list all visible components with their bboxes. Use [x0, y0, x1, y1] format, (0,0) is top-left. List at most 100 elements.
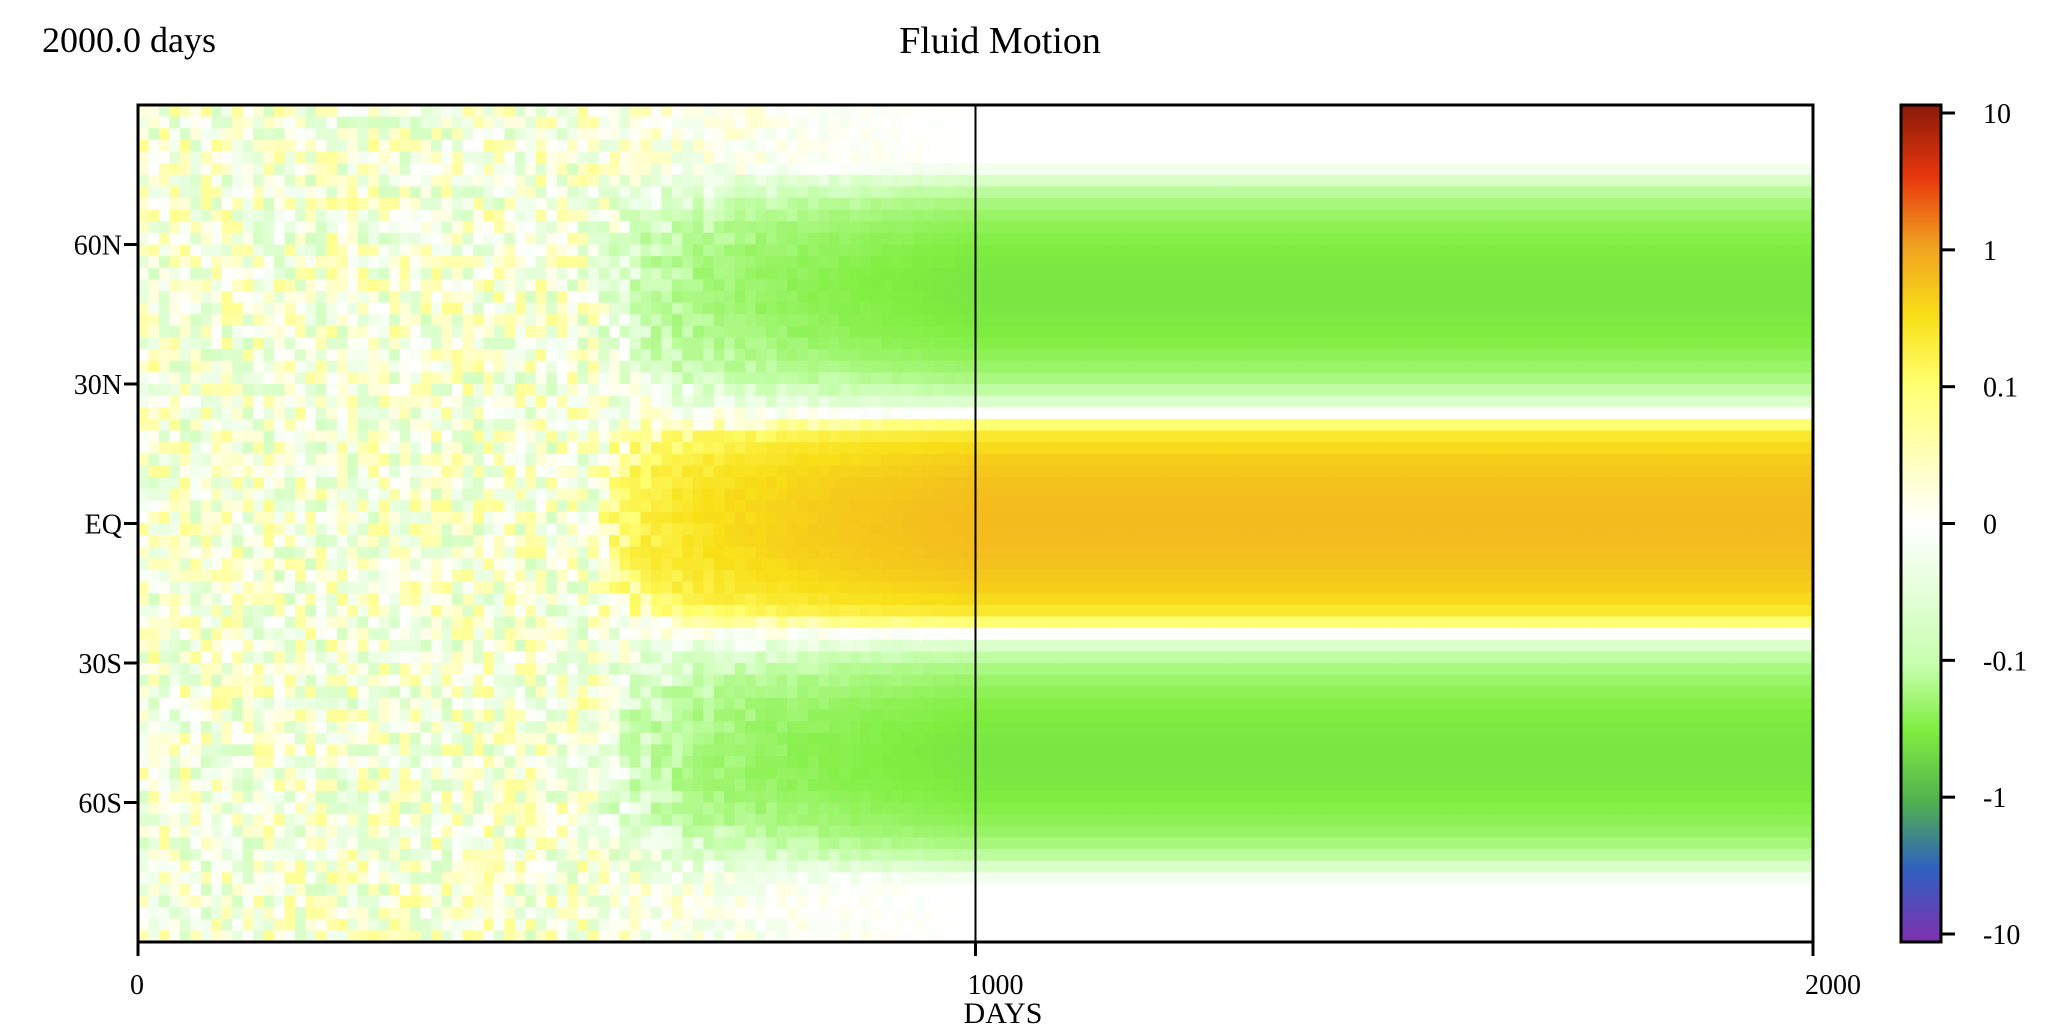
heatmap-cell: [263, 535, 275, 548]
heatmap-cell: [661, 291, 673, 304]
heatmap-cell: [368, 837, 380, 850]
heatmap-cell: [525, 395, 537, 408]
heatmap-cell: [567, 105, 579, 118]
heatmap-cell: [410, 337, 422, 350]
heatmap-cell: [766, 581, 778, 594]
heatmap-cell: [253, 779, 265, 792]
heatmap-cell: [849, 651, 861, 664]
heatmap-cell: [650, 930, 663, 943]
heatmap-cell: [295, 430, 307, 443]
heatmap-cell: [483, 616, 495, 629]
heatmap-cell: [305, 709, 317, 722]
heatmap-cell: [619, 523, 631, 536]
heatmap-cell: [295, 395, 307, 408]
heatmap-cell: [808, 883, 820, 897]
heatmap-cell: [640, 744, 652, 757]
heatmap-cell: [839, 895, 851, 908]
heatmap-cell: [567, 349, 579, 362]
heatmap-cell: [232, 535, 244, 548]
heatmap-cell: [158, 221, 171, 234]
heatmap-cell: [263, 744, 275, 757]
heatmap-cell: [661, 790, 673, 804]
heatmap-cell: [211, 814, 223, 827]
heatmap-cell: [284, 244, 296, 257]
heatmap-cell: [514, 616, 526, 629]
heatmap-cell: [766, 395, 778, 408]
heatmap-cell: [787, 802, 799, 815]
heatmap-cell: [190, 442, 202, 455]
heatmap-cell: [588, 151, 600, 164]
heatmap-cell: [514, 523, 526, 536]
heatmap-cell: [378, 453, 390, 466]
heatmap-cell: [326, 325, 338, 339]
heatmap-cell: [179, 232, 191, 246]
heatmap-cell: [713, 895, 725, 908]
heatmap-cell: [357, 663, 369, 676]
heatmap-cell: [808, 116, 820, 129]
heatmap-cell: [232, 232, 244, 246]
heatmap-cell: [713, 930, 725, 943]
heatmap-cell: [221, 128, 233, 141]
heatmap-cell: [473, 325, 485, 339]
heatmap-cell: [609, 918, 621, 931]
heatmap-cell: [766, 721, 778, 734]
heatmap-cell: [336, 779, 348, 792]
heatmap-cell: [326, 500, 338, 513]
heatmap-cell: [504, 721, 516, 734]
heatmap-cell: [389, 302, 401, 315]
heatmap-cell: [546, 232, 558, 246]
heatmap-cell: [766, 418, 778, 432]
heatmap-cell: [514, 430, 526, 443]
heatmap-cell: [232, 767, 244, 780]
heatmap-cell: [284, 651, 296, 664]
heatmap-cell: [253, 732, 265, 745]
heatmap-cell: [357, 128, 369, 141]
heatmap-cell: [525, 686, 537, 699]
heatmap-cell: [724, 639, 736, 652]
heatmap-cell: [755, 360, 767, 373]
heatmap-cell: [577, 105, 589, 118]
heatmap-cell: [504, 500, 516, 513]
heatmap-cell: [462, 709, 474, 722]
heatmap-cell: [232, 628, 244, 641]
heatmap-cell: [274, 918, 286, 931]
heatmap-cell: [797, 500, 809, 513]
heatmap-cell: [577, 639, 589, 652]
heatmap-cell: [787, 325, 799, 339]
heatmap-cell: [221, 697, 233, 711]
heatmap-cell: [787, 279, 799, 292]
heatmap-cell: [734, 756, 746, 769]
heatmap-cell: [787, 849, 799, 862]
heatmap-cell: [158, 546, 171, 559]
heatmap-cell: [420, 756, 432, 769]
heatmap-cell: [745, 139, 757, 153]
heatmap-cell: [336, 500, 348, 513]
heatmap-cell: [588, 221, 600, 234]
heatmap-cell: [452, 663, 464, 676]
heatmap-cell: [221, 709, 233, 722]
heatmap-cell: [336, 930, 348, 943]
heatmap-cell: [598, 558, 610, 571]
heatmap-cell: [378, 895, 390, 908]
heatmap-cell: [609, 663, 621, 676]
heatmap-cell: [431, 837, 443, 850]
heatmap-cell: [860, 384, 872, 397]
heatmap-cell: [274, 418, 286, 432]
heatmap-cell: [378, 221, 390, 234]
heatmap-cell: [473, 546, 485, 559]
heatmap-cell: [724, 511, 736, 525]
heatmap-cell: [546, 546, 558, 559]
heatmap-cell: [609, 267, 621, 280]
heatmap-cell: [452, 918, 464, 931]
heatmap-cell: [535, 128, 547, 141]
heatmap-cell: [556, 488, 568, 501]
heatmap-cell: [274, 151, 286, 164]
heatmap-cell: [169, 105, 181, 118]
heatmap-cell: [734, 244, 746, 257]
heatmap-cell: [441, 291, 453, 304]
heatmap-cell: [567, 581, 579, 594]
heatmap-cell: [315, 232, 328, 246]
heatmap-cell: [441, 314, 453, 327]
heatmap-cell: [525, 570, 537, 583]
heatmap-cell: [745, 570, 757, 583]
